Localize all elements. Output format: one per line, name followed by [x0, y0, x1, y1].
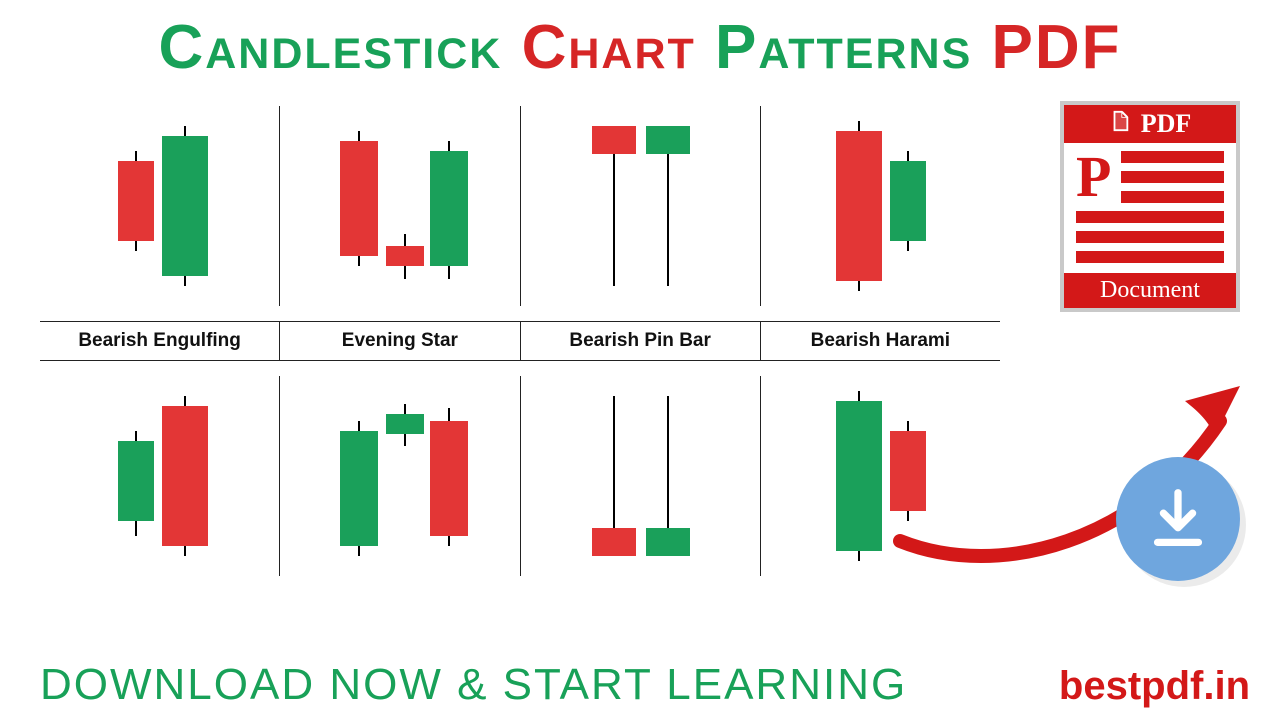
pdf-badge-top-text: PDF — [1141, 109, 1192, 139]
pattern-cell — [761, 91, 1000, 321]
page-title: Candlestick Chart Patterns PDF — [0, 0, 1280, 91]
pattern-label: Bearish Pin Bar — [521, 322, 760, 360]
grid-labels-row: Bearish EngulfingEvening StarBearish Pin… — [40, 321, 1000, 361]
title-word-1: Candlestick — [158, 13, 502, 82]
candle-canvas — [300, 106, 500, 306]
download-icon — [1143, 484, 1213, 554]
candle-body — [118, 441, 154, 521]
candle-body — [118, 161, 154, 241]
candle-body — [340, 141, 378, 256]
candle-body — [646, 126, 690, 154]
candle-canvas — [60, 106, 260, 306]
pdf-icon — [1109, 109, 1131, 139]
candle-body — [836, 131, 882, 281]
pdf-lines-bottom — [1076, 211, 1224, 263]
pattern-label: Bearish Engulfing — [40, 322, 279, 360]
candle-body — [386, 414, 424, 434]
candle-body — [162, 406, 208, 546]
title-word-2: Chart — [522, 13, 696, 82]
pattern-grid: Bearish EngulfingEvening StarBearish Pin… — [40, 91, 1000, 591]
candle-body — [646, 528, 690, 556]
pattern-cell — [280, 361, 519, 591]
footer-cta: DOWNLOAD NOW & START LEARNING — [40, 660, 907, 710]
pattern-cell — [280, 91, 519, 321]
pattern-cell — [521, 91, 760, 321]
pattern-label: Evening Star — [280, 322, 519, 360]
candle-body — [162, 136, 208, 276]
grid-row-bottom — [40, 361, 1000, 591]
candle-body — [386, 246, 424, 266]
candle-body — [430, 151, 468, 266]
pattern-cell — [521, 361, 760, 591]
candle-canvas — [300, 376, 500, 576]
pdf-badge-body: P — [1064, 143, 1236, 273]
footer-site: bestpdf.in — [1059, 664, 1250, 709]
candle-body — [592, 126, 636, 154]
candle-canvas — [540, 106, 740, 306]
candle-body — [592, 528, 636, 556]
pdf-badge-footer: Document — [1064, 273, 1236, 308]
title-word-4: PDF — [992, 13, 1122, 82]
side-panel: PDF P Document — [1000, 91, 1250, 591]
pattern-cell — [40, 361, 279, 591]
candle-body — [890, 161, 926, 241]
main-area: Bearish EngulfingEvening StarBearish Pin… — [0, 91, 1280, 591]
pdf-lines-top — [1121, 151, 1224, 203]
candle-canvas — [60, 376, 260, 576]
grid-row-top — [40, 91, 1000, 321]
candle-body — [836, 401, 882, 551]
pdf-badge-letter: P — [1076, 151, 1111, 203]
candle-body — [430, 421, 468, 536]
footer: DOWNLOAD NOW & START LEARNING bestpdf.in — [0, 660, 1280, 710]
candle-canvas — [780, 106, 980, 306]
pdf-badge: PDF P Document — [1060, 101, 1240, 312]
download-button[interactable] — [1116, 457, 1240, 581]
candle-body — [340, 431, 378, 546]
candle-canvas — [540, 376, 740, 576]
pdf-badge-header: PDF — [1064, 105, 1236, 143]
title-word-3: Patterns — [715, 13, 972, 82]
pattern-cell — [40, 91, 279, 321]
